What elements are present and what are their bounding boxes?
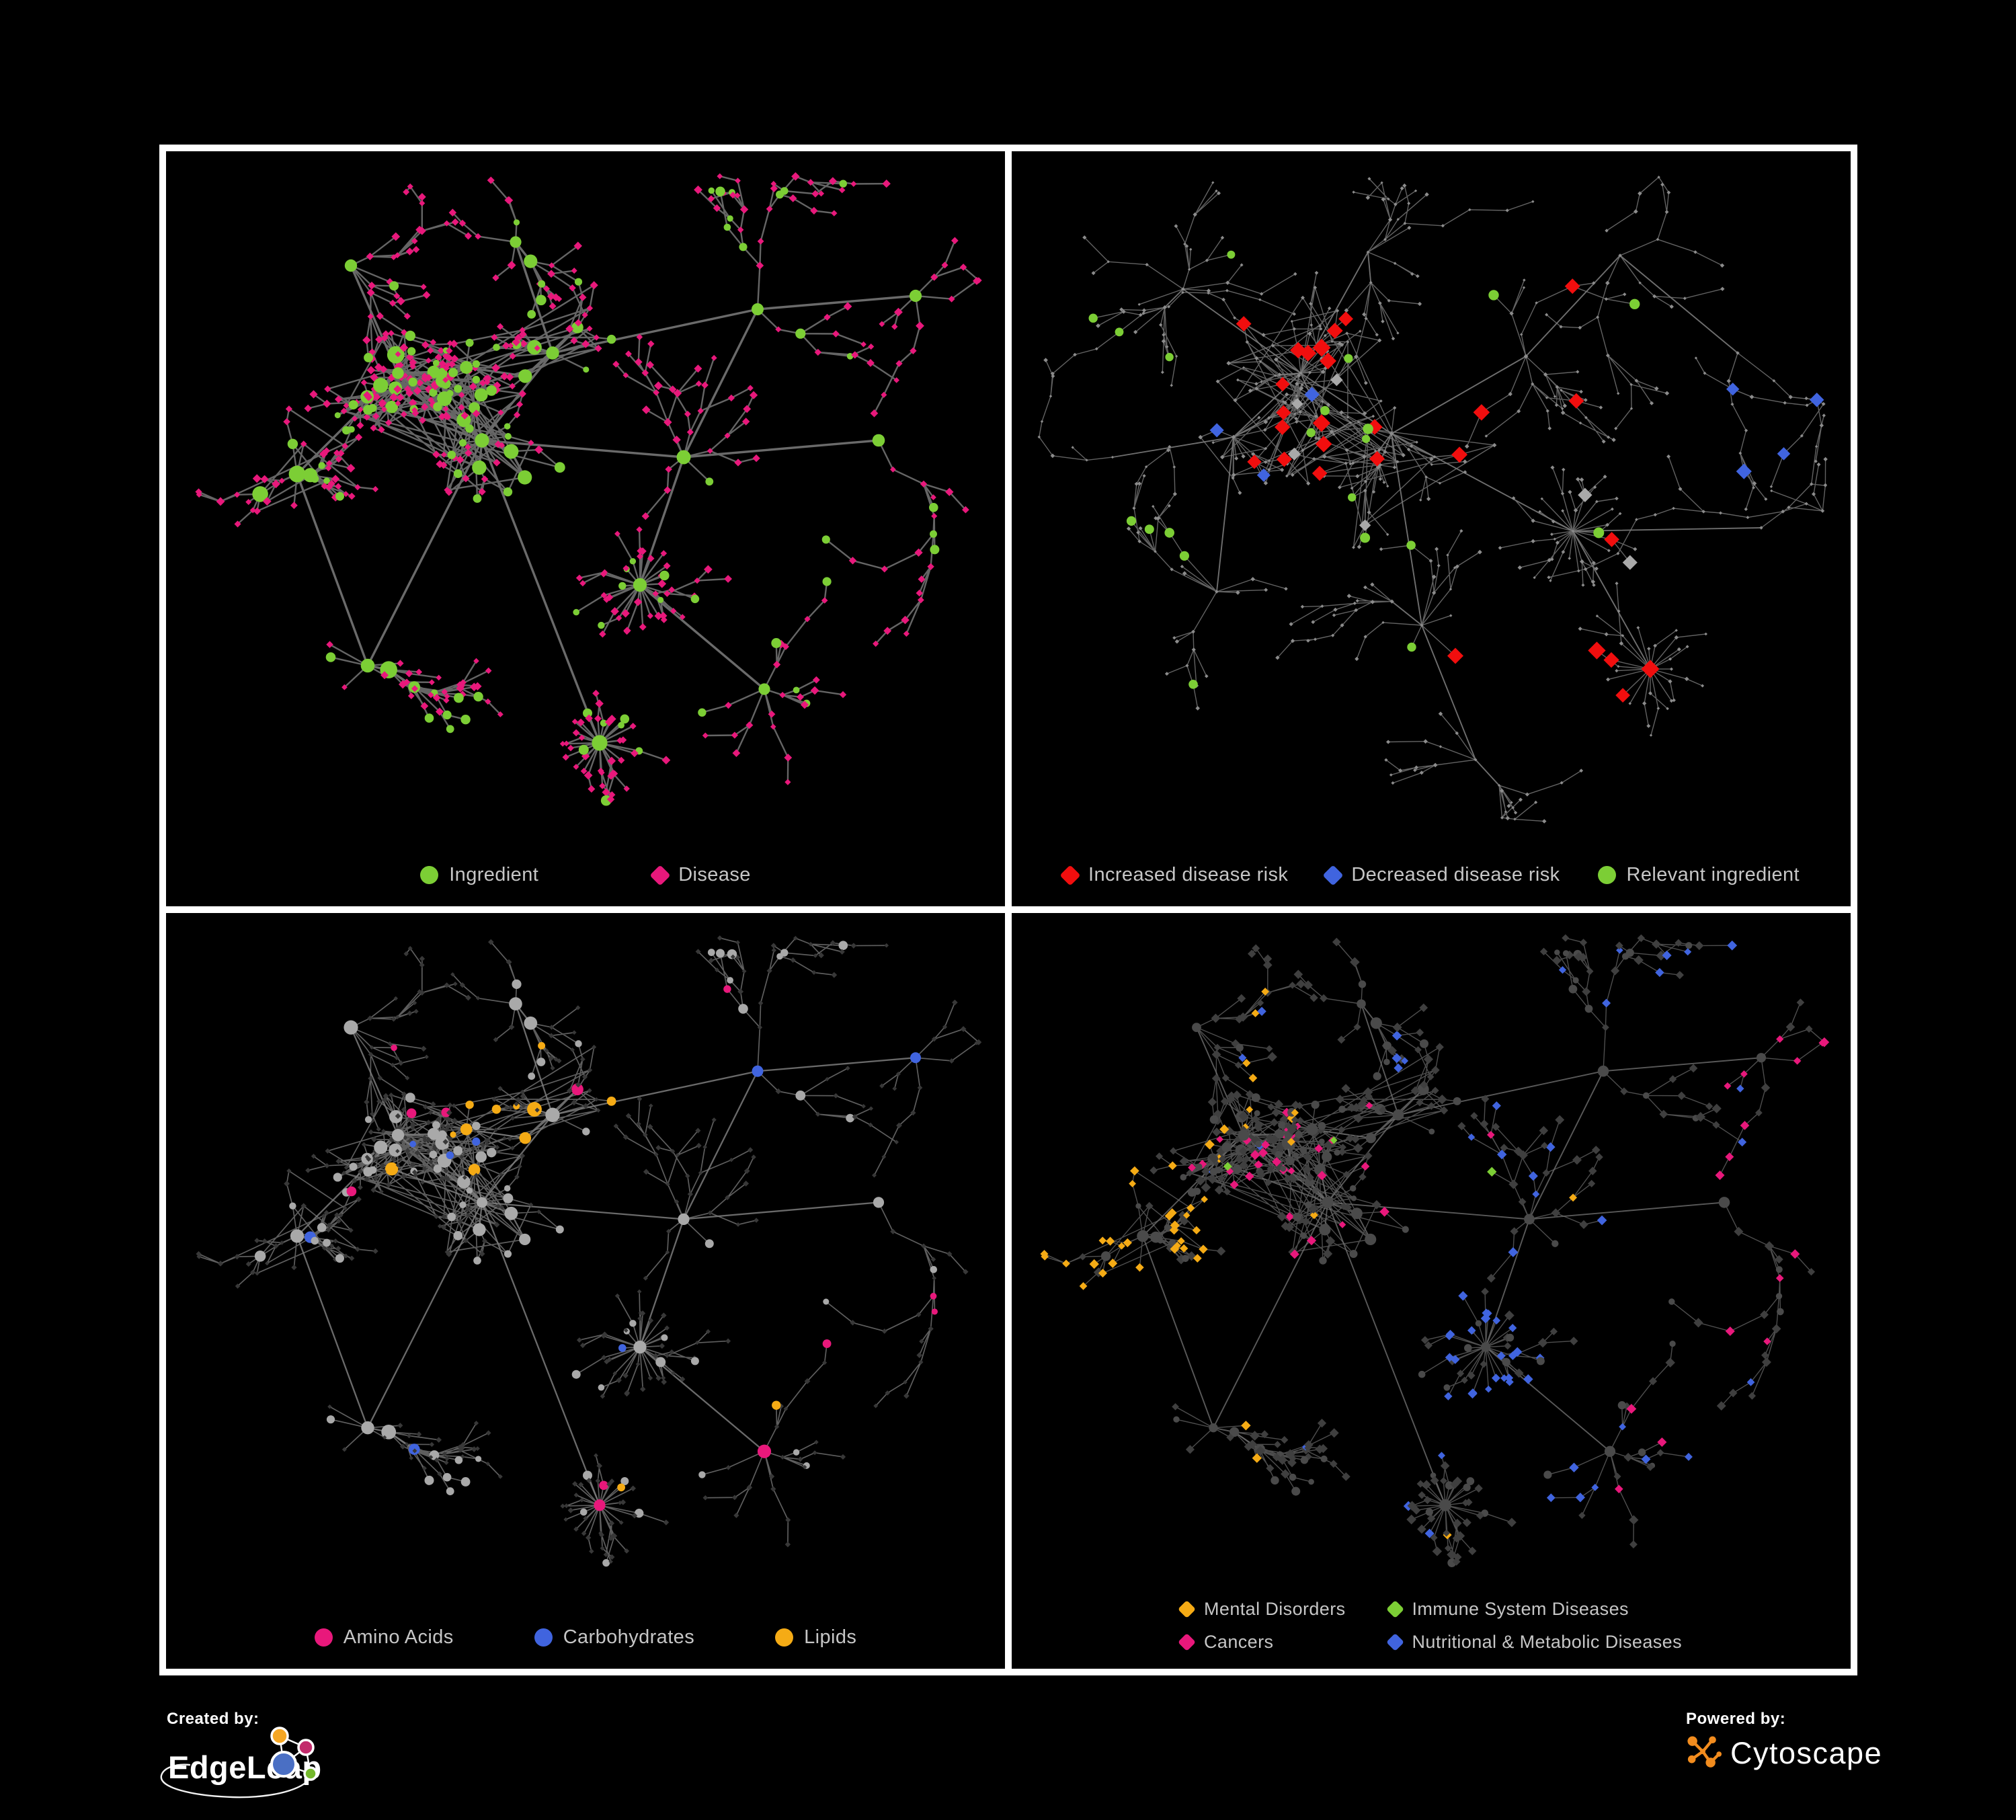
legend-label: Mental Disorders xyxy=(1204,1599,1346,1619)
legend-item: Carbohydrates xyxy=(534,1626,694,1649)
legend-item: Decreased disease risk xyxy=(1322,864,1560,886)
legend-item: Lipids xyxy=(775,1626,856,1649)
disease-risk-network xyxy=(1037,175,1828,824)
legend-ingredient-classes: Amino Acids Carbohydrates Lipids xyxy=(166,1626,1005,1649)
ingredient-disease-network xyxy=(195,172,982,806)
legend-marker-circle-icon xyxy=(1597,866,1616,884)
created-by-label: Created by: xyxy=(167,1710,259,1728)
disease-classes-network xyxy=(1040,934,1830,1567)
legend-marker-circle-icon xyxy=(420,866,439,884)
legend-label: Lipids xyxy=(804,1626,857,1648)
cytoscape-credit: Powered by: Cytoscape xyxy=(1686,1710,1968,1817)
legend-ingredient-disease: Ingredient Disease xyxy=(166,864,1005,886)
ingredient-classes-network xyxy=(196,935,982,1567)
cytoscape-logo-mark xyxy=(1687,1736,1722,1768)
edgeleap-logo: EdgeLeap xyxy=(160,1727,449,1816)
panel-divider-horizontal xyxy=(166,906,1851,913)
legend-item: Cancers xyxy=(1178,1632,1345,1653)
legend-item: Increased disease risk xyxy=(1059,864,1289,886)
legend-marker-diamond-icon xyxy=(1322,864,1344,886)
legend-marker-diamond-icon xyxy=(649,864,671,886)
legend-label: Amino Acids xyxy=(343,1626,454,1648)
legend-disease-risk: Increased disease risk Decreased disease … xyxy=(1012,864,1851,886)
legend-marker-circle-icon xyxy=(534,1628,553,1647)
legend-disease-classes: Mental Disorders Immune System Diseases Ca… xyxy=(1012,1599,1851,1653)
legend-label: Immune System Diseases xyxy=(1412,1599,1629,1619)
panel-disease-risk: Increased disease risk Decreased disease … xyxy=(1012,151,1851,906)
legend-marker-diamond-icon xyxy=(1385,1600,1404,1618)
legend-label: Disease xyxy=(678,864,751,885)
legend-label: Cancers xyxy=(1204,1632,1274,1652)
panel-ingredient-disease: Ingredient Disease xyxy=(166,151,1005,906)
legend-item: Ingredient xyxy=(420,864,538,886)
legend-item: Relevant ingredient xyxy=(1597,864,1800,886)
legend-marker-diamond-icon xyxy=(1178,1633,1196,1651)
cytoscape-logo: Cytoscape xyxy=(1686,1734,1968,1773)
legend-marker-diamond-icon xyxy=(1385,1633,1404,1651)
legend-item: Nutritional & Metabolic Diseases xyxy=(1385,1632,1682,1653)
legend-marker-diamond-icon xyxy=(1059,864,1081,886)
legend-item: Amino Acids xyxy=(314,1626,454,1649)
legend-label: Carbohydrates xyxy=(563,1626,695,1648)
legend-label: Nutritional & Metabolic Diseases xyxy=(1412,1632,1682,1652)
panel-ingredient-classes: Amino Acids Carbohydrates Lipids xyxy=(166,913,1005,1669)
legend-marker-circle-icon xyxy=(775,1628,794,1647)
legend-label: Relevant ingredient xyxy=(1626,864,1800,885)
legend-label: Ingredient xyxy=(449,864,539,885)
edgeleap-logo-mark xyxy=(160,1727,318,1798)
legend-label: Increased disease risk xyxy=(1088,864,1289,885)
legend-marker-diamond-icon xyxy=(1178,1600,1196,1618)
panel-disease-classes: Mental Disorders Immune System Diseases Ca… xyxy=(1012,913,1851,1669)
legend-item: Mental Disorders xyxy=(1178,1599,1346,1620)
legend-item: Disease xyxy=(649,864,751,886)
legend-marker-circle-icon xyxy=(314,1628,333,1647)
powered-by-label: Powered by: xyxy=(1686,1710,1786,1728)
cytoscape-wordmark: Cytoscape xyxy=(1730,1736,1883,1770)
legend-item: Immune System Diseases xyxy=(1385,1599,1682,1620)
edgeleap-credit: Created by: EdgeLeap xyxy=(160,1710,449,1817)
panel-grid-frame: Ingredient Disease Increased disease risk… xyxy=(159,145,1857,1675)
legend-label: Decreased disease risk xyxy=(1351,864,1560,885)
